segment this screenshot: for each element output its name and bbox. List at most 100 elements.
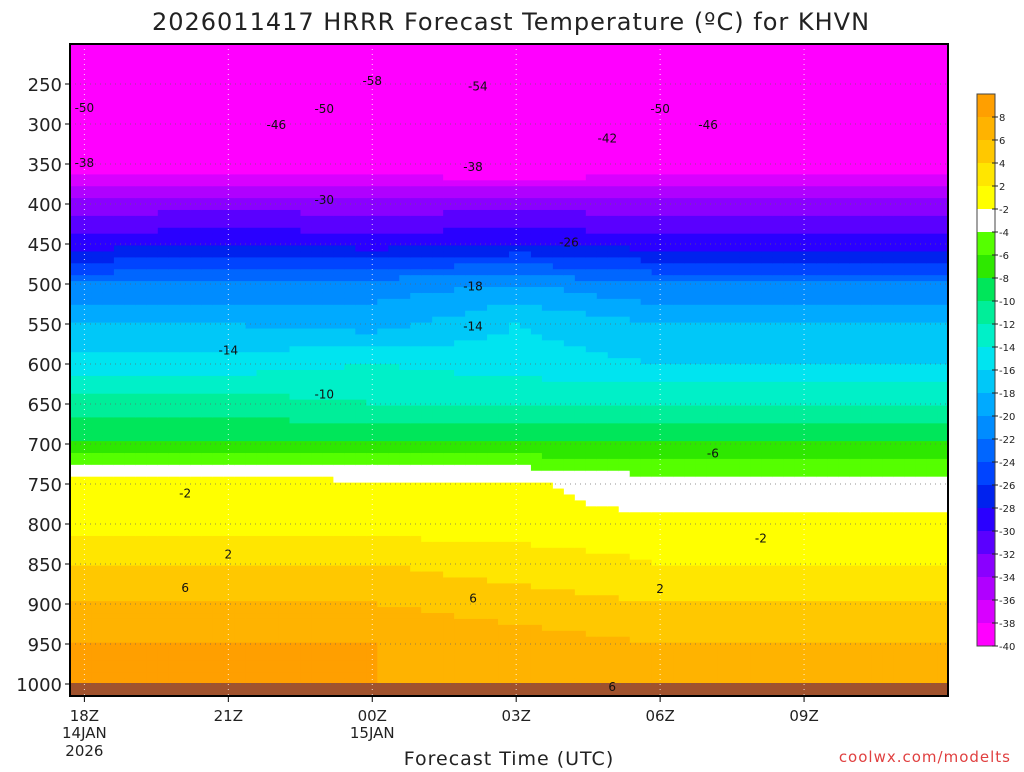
- temperature-cell: [245, 251, 258, 258]
- temperature-cell: [530, 571, 543, 579]
- temperature-cell: [289, 186, 302, 193]
- temperature-cell: [530, 429, 543, 436]
- temperature-cell: [146, 73, 159, 81]
- temperature-cell: [256, 553, 269, 561]
- temperature-cell: [190, 601, 203, 608]
- temperature-cell: [289, 553, 302, 561]
- temperature-cell: [267, 281, 280, 288]
- temperature-cell: [530, 488, 543, 496]
- temperature-cell: [190, 126, 203, 134]
- temperature-cell: [157, 85, 170, 93]
- temperature-cell: [322, 666, 334, 673]
- temperature-cell: [421, 618, 433, 626]
- temperature-cell: [509, 168, 521, 175]
- temperature-cell: [498, 275, 510, 282]
- temperature-cell: [443, 292, 455, 300]
- temperature-cell: [432, 660, 444, 667]
- temperature-cell: [168, 393, 181, 401]
- temperature-cell: [355, 452, 367, 460]
- temperature-cell: [333, 346, 345, 353]
- temperature-cell: [432, 132, 444, 140]
- temperature-cell: [91, 61, 104, 69]
- temperature-cell: [355, 589, 367, 596]
- temperature-cell: [289, 328, 302, 336]
- temperature-cell: [245, 227, 258, 235]
- temperature-cell: [530, 49, 543, 57]
- temperature-cell: [245, 630, 258, 638]
- temperature-cell: [135, 660, 148, 667]
- temperature-cell: [146, 156, 159, 164]
- temperature-cell: [388, 49, 400, 57]
- temperature-cell: [322, 168, 334, 175]
- temperature-cell: [278, 624, 291, 632]
- temperature-cell: [509, 209, 521, 217]
- temperature-cell: [245, 512, 258, 519]
- temperature-cell: [563, 221, 576, 229]
- temperature-cell: [113, 535, 126, 543]
- temperature-cell: [256, 215, 269, 223]
- temperature-cell: [410, 73, 422, 81]
- temperature-cell: [498, 251, 510, 258]
- temperature-cell: [421, 613, 433, 620]
- temperature-cell: [300, 642, 313, 650]
- temperature-cell: [377, 601, 389, 608]
- temperature-cell: [70, 204, 82, 211]
- temperature-cell: [135, 411, 148, 419]
- temperature-cell: [519, 287, 532, 294]
- temperature-cell: [245, 559, 258, 567]
- temperature-cell: [355, 85, 367, 93]
- temperature-cell: [311, 257, 324, 264]
- temperature-cell: [410, 417, 422, 424]
- temperature-cell: [530, 115, 543, 122]
- temperature-cell: [190, 417, 203, 424]
- temperature-cell: [234, 346, 247, 353]
- temperature-cell: [245, 583, 258, 590]
- temperature-cell: [245, 666, 258, 673]
- temperature-cell: [366, 482, 378, 490]
- temperature-cell: [146, 322, 159, 330]
- temperature-cell: [399, 435, 411, 442]
- temperature-cell: [311, 672, 324, 679]
- temperature-cell: [234, 85, 247, 93]
- temperature-cell: [333, 476, 345, 484]
- temperature-cell: [212, 162, 225, 170]
- temperature-cell: [421, 447, 433, 454]
- temperature-cell: [498, 435, 510, 442]
- temperature-cell: [377, 506, 389, 513]
- temperature-cell: [410, 589, 422, 596]
- temperature-cell: [190, 257, 203, 264]
- temperature-cell: [399, 251, 411, 258]
- temperature-cell: [454, 91, 466, 98]
- temperature-cell: [519, 227, 532, 235]
- temperature-cell: [443, 358, 455, 365]
- temperature-cell: [267, 375, 280, 383]
- temperature-cell: [355, 488, 367, 496]
- temperature-cell: [454, 174, 466, 181]
- temperature-cell: [256, 559, 269, 567]
- temperature-cell: [168, 126, 181, 134]
- temperature-cell: [113, 375, 126, 383]
- temperature-cell: [377, 132, 389, 140]
- temperature-cell: [91, 358, 104, 365]
- temperature-cell: [454, 577, 466, 584]
- temperature-cell: [245, 411, 258, 419]
- temperature-cell: [300, 470, 313, 478]
- temperature-cell: [300, 613, 313, 620]
- temperature-cell: [432, 287, 444, 294]
- temperature-cell: [552, 405, 565, 413]
- temperature-cell: [245, 316, 258, 324]
- temperature-cell: [223, 103, 236, 110]
- temperature-cell: [465, 583, 477, 590]
- temperature-cell: [179, 67, 192, 75]
- temperature-cell: [234, 103, 247, 110]
- temperature-cell: [443, 565, 455, 573]
- temperature-cell: [146, 233, 159, 241]
- temperature-cell: [366, 547, 378, 555]
- temperature-cell: [201, 601, 214, 608]
- temperature-cell: [355, 91, 367, 98]
- temperature-cell: [91, 67, 104, 75]
- temperature-cell: [509, 352, 521, 359]
- temperature-cell: [465, 49, 477, 57]
- temperature-cell: [146, 476, 159, 484]
- temperature-cell: [541, 310, 554, 318]
